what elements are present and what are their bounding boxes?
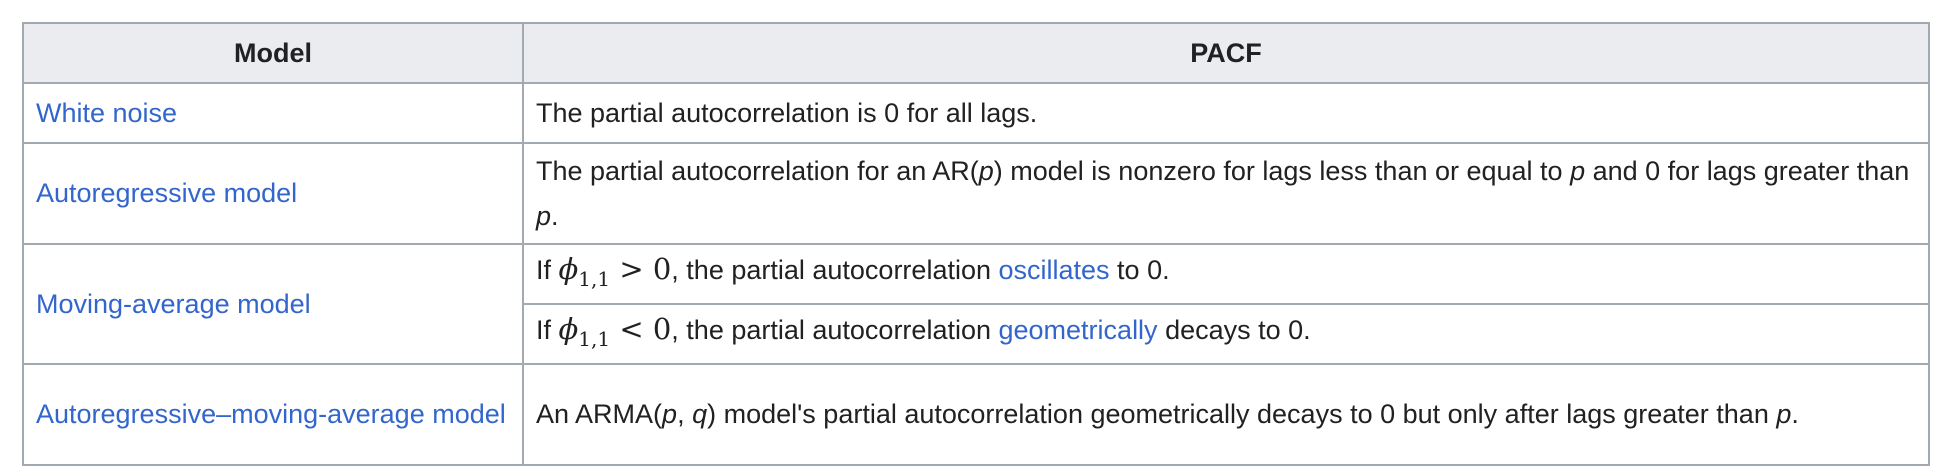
math-relation: < 0 <box>610 311 672 346</box>
header-pacf: PACF <box>522 22 1930 84</box>
model-cell: White noise <box>22 82 524 144</box>
table-row: If ϕ1,1 < 0, the partial autocorrelation… <box>23 303 1930 365</box>
link-geometrically[interactable]: geometrically <box>998 314 1158 345</box>
text-variable: q <box>692 399 708 429</box>
pacf-cell: The partial autocorrelation is 0 for all… <box>522 82 1930 144</box>
model-link-moving-average[interactable]: Moving-average model <box>36 288 311 319</box>
table-row: Autoregressive model The partial autocor… <box>22 142 1930 245</box>
text-fragment: If <box>536 314 559 345</box>
header-model: Model <box>22 22 524 84</box>
math-relation: > 0 <box>610 251 672 286</box>
text-fragment: , the partial autocorrelation <box>671 314 999 345</box>
math-expression: ϕ1,1 < 0 <box>558 311 672 351</box>
link-oscillates[interactable]: oscillates <box>998 254 1110 285</box>
text-variable: p <box>662 399 678 429</box>
pacf-cell: If ϕ1,1 < 0, the partial autocorrelation… <box>522 303 1930 365</box>
text-variable: p <box>536 200 552 231</box>
math-symbol: ϕ <box>558 311 579 346</box>
table-row: White noise The partial autocorrelation … <box>22 82 1930 144</box>
text-variable: p <box>1570 155 1586 186</box>
model-link-arma[interactable]: Autoregressive–moving-average model <box>36 399 506 429</box>
model-cell: Autoregressive–moving-average model <box>22 363 524 466</box>
pacf-cell: If ϕ1,1 > 0, the partial autocorrelation… <box>522 243 1930 305</box>
text-fragment: , <box>677 399 693 429</box>
pacf-cell: An ARMA(p, q) model's partial autocorrel… <box>522 363 1930 466</box>
pacf-table: Model PACF White noise The partial autoc… <box>22 22 1930 466</box>
text-fragment: An ARMA( <box>536 399 663 429</box>
text-variable: p <box>1776 399 1792 429</box>
table-row: Autoregressive–moving-average model An A… <box>22 363 1930 466</box>
header-row: Model PACF <box>22 22 1930 84</box>
model-link-white-noise[interactable]: White noise <box>36 97 178 128</box>
text-fragment: to 0. <box>1109 254 1170 285</box>
math-subscript: 1,1 <box>578 266 611 291</box>
math-expression: ϕ1,1 > 0 <box>558 251 672 291</box>
math-subscript: 1,1 <box>578 326 611 351</box>
table-row: Moving-average model If ϕ1,1 > 0, the pa… <box>22 243 1930 365</box>
model-link-autoregressive[interactable]: Autoregressive model <box>36 178 298 208</box>
math-symbol: ϕ <box>558 251 579 286</box>
text-fragment: The partial autocorrelation for an AR( <box>536 155 979 186</box>
text-fragment: decays to 0. <box>1157 314 1311 345</box>
text-fragment: . <box>1791 399 1799 429</box>
text-fragment: ) model is nonzero for lags less than or… <box>993 155 1571 186</box>
model-cell: Moving-average model <box>22 243 524 365</box>
text-fragment: If <box>536 254 559 285</box>
text-fragment: . <box>551 200 559 231</box>
text-fragment: ) model's partial autocorrelation geomet… <box>707 399 1777 429</box>
model-cell: Autoregressive model <box>22 142 524 245</box>
text-fragment: , the partial autocorrelation <box>671 254 999 285</box>
text-fragment: and 0 for lags greater than <box>1585 155 1910 186</box>
pacf-cell: The partial autocorrelation for an AR(p)… <box>522 142 1930 245</box>
text-variable: p <box>978 155 994 186</box>
